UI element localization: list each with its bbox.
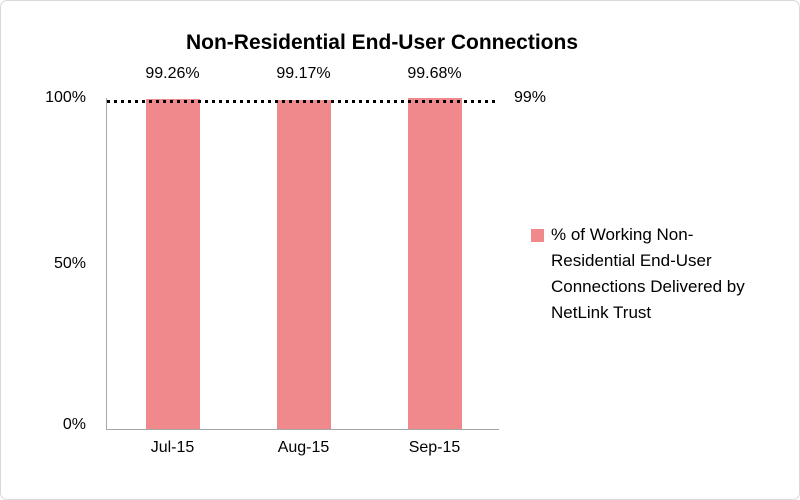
chart-title: Non-Residential End-User Connections — [185, 31, 579, 54]
bar-jul-15 — [145, 99, 200, 429]
legend-label: % of Working Non-Residential End-User Co… — [551, 225, 745, 322]
data-label-jul-15: 99.26% — [145, 65, 200, 82]
reference-line-label: 99% — [514, 89, 547, 106]
x-axis-label-sep-15: Sep-15 — [408, 439, 461, 456]
bar-sep-15 — [407, 98, 462, 429]
legend-swatch — [531, 229, 544, 242]
y-axis-tick-0: 0% — [62, 416, 86, 433]
x-axis-label-jul-15: Jul-15 — [150, 439, 195, 456]
bar-aug-15 — [276, 99, 331, 429]
y-axis-tick-50: 50% — [53, 254, 86, 272]
plot-area: 100% 50% 0% 99% 99.26% Jul-15 99.17% Aug-15… — [45, 65, 546, 456]
y-axis-tick-100: 100% — [45, 89, 86, 106]
data-label-sep-15: 99.68% — [407, 65, 462, 82]
data-label-aug-15: 99.17% — [276, 65, 331, 82]
reference-line-99pct — [107, 100, 499, 104]
legend: % of Working Non-Residential End-User Co… — [531, 222, 769, 326]
x-axis-label-aug-15: Aug-15 — [277, 439, 330, 456]
